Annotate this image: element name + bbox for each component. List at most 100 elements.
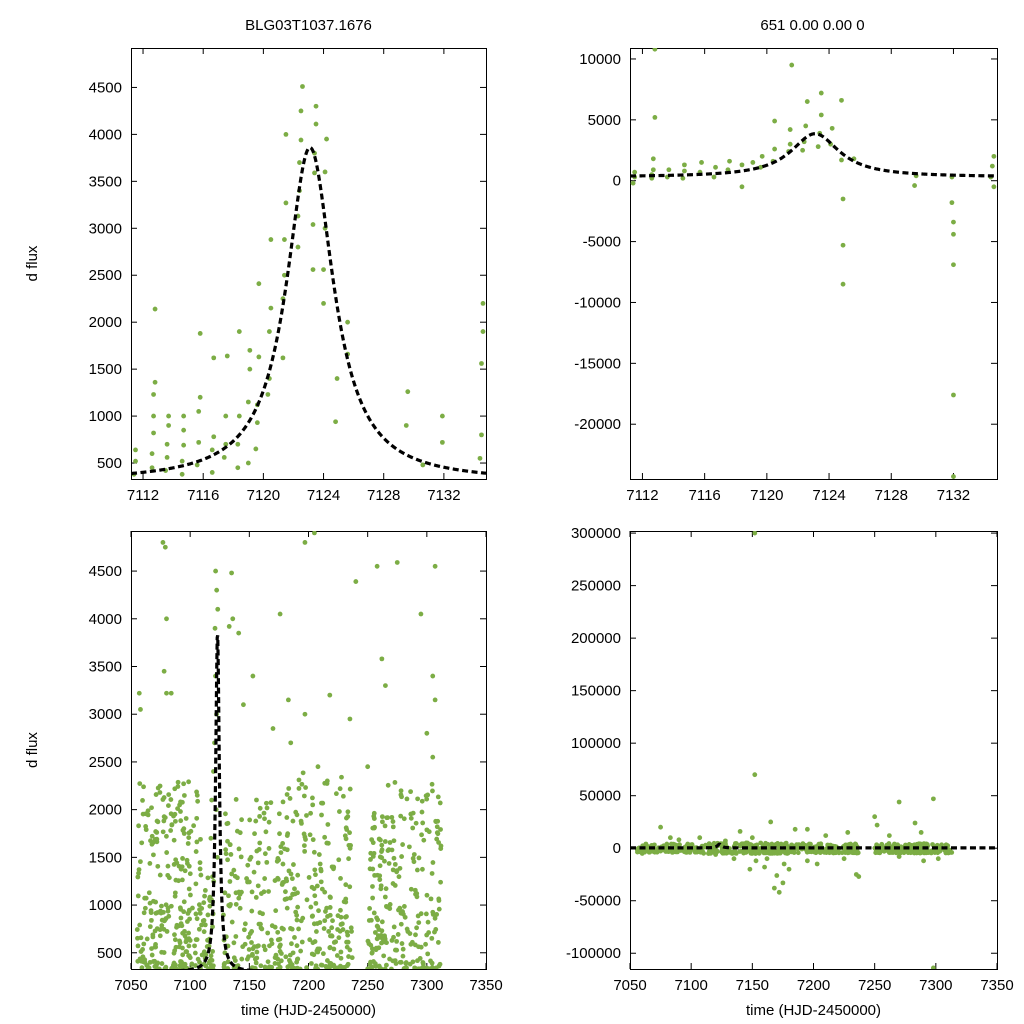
data-point [776,889,782,895]
data-point [337,786,343,792]
data-point [202,893,207,899]
data-point [347,884,353,890]
data-point [682,162,687,168]
data-point [316,908,321,914]
data-point [416,920,422,925]
data-point [438,846,444,852]
data-point [405,389,411,395]
data-point [203,963,209,969]
data-point [276,961,281,967]
data-point [145,808,151,814]
x-tick-label: 7100 [173,977,206,994]
data-point [262,947,268,953]
data-point [215,606,221,612]
data-point [379,814,385,820]
y-tick-label: -20000 [574,416,621,433]
data-point [174,922,180,928]
plot-frame [131,48,487,480]
data-point [314,929,319,934]
x-tick-label: 7150 [233,977,266,994]
data-point [198,872,204,878]
data-point [339,921,345,927]
data-point [312,867,318,873]
data-point [389,847,395,853]
data-point [413,966,419,969]
data-point [154,836,160,842]
data-point [228,852,234,857]
data-point [288,871,294,877]
data-point [374,563,380,569]
plot-area [131,84,486,477]
data-point [310,222,316,227]
data-point [394,560,400,565]
data-point [285,964,291,969]
data-point [800,147,806,153]
data-point [353,579,359,584]
plot-area [134,531,444,969]
data-point [800,841,806,847]
data-point [419,832,424,838]
y-tick-label: 2000 [89,314,122,331]
data-point [165,863,171,869]
data-point [134,927,140,932]
data-point [317,861,323,867]
data-point [291,862,296,867]
data-point [348,843,353,848]
data-point [408,815,414,821]
y-tick-label: 4500 [89,79,122,96]
data-point [803,123,809,129]
data-point [233,934,239,939]
data-point [214,854,220,860]
data-point [164,833,169,839]
plot-area [630,531,997,969]
data-point [161,926,167,932]
data-point [737,829,743,834]
data-point [327,692,333,698]
data-point [196,439,202,445]
data-point [815,144,821,150]
data-point [912,183,917,188]
data-point [438,879,443,885]
data-point [344,939,350,945]
data-point [181,442,187,448]
data-point [377,877,383,883]
data-point [935,856,941,862]
data-point [268,237,274,242]
data-point [178,818,184,824]
data-point [737,842,743,848]
data-point [339,774,344,780]
data-point [255,883,261,889]
data-point [424,966,430,969]
data-point [191,823,197,829]
data-point [176,878,181,884]
data-point [336,857,342,863]
data-point [250,673,256,679]
data-point [214,587,220,593]
data-point [258,891,264,896]
data-point [323,909,328,914]
data-point [229,871,235,877]
data-point [233,797,239,802]
data-point [772,146,778,152]
data-point [136,867,142,873]
data-point [480,329,486,334]
data-point [906,841,912,847]
data-point [266,846,272,851]
data-point [428,896,434,902]
data-point [267,943,272,949]
data-point [151,430,156,436]
x-tick-label: 7150 [736,977,769,994]
y-tick-label: 250000 [571,578,621,595]
data-point [829,125,835,131]
data-point [245,879,250,885]
y-tick-label: -5000 [583,234,621,251]
data-point [400,946,406,952]
data-point [423,911,429,917]
data-point [632,169,638,175]
data-point [194,789,199,795]
data-point [268,800,274,806]
data-point [180,856,185,861]
y-tick-label: 2000 [89,802,122,819]
data-point [677,842,682,848]
data-point [338,907,343,913]
